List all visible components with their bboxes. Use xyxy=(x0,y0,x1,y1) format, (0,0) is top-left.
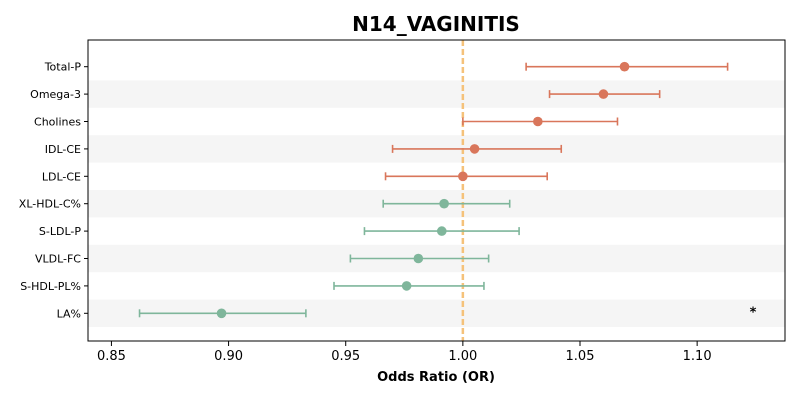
category-label: Omega-3 xyxy=(30,88,81,101)
row-marker xyxy=(384,171,549,182)
or-point xyxy=(469,144,480,154)
row-band xyxy=(88,80,785,108)
category-label: Total-P xyxy=(44,61,82,74)
category-label: LDL-CE xyxy=(42,170,81,183)
or-point xyxy=(216,308,227,319)
x-tick-label: 1.00 xyxy=(448,349,477,364)
or-point xyxy=(401,281,412,291)
x-tick-label: 1.05 xyxy=(566,349,595,364)
plot-frame xyxy=(87,39,786,342)
row-marker xyxy=(333,281,485,291)
row-marker xyxy=(462,116,619,127)
row-marker xyxy=(525,61,729,72)
category-label: XL-HDL-C% xyxy=(19,198,81,211)
row-marker xyxy=(382,198,511,209)
chart-title: N14_VAGINITIS xyxy=(352,12,520,36)
x-axis-label: Odds Ratio (OR) xyxy=(377,370,495,385)
category-label: IDL-CE xyxy=(45,143,81,156)
or-point xyxy=(619,61,630,72)
or-point xyxy=(598,89,609,99)
row-marker xyxy=(363,226,520,236)
row-marker xyxy=(138,308,307,319)
category-label: LA% xyxy=(57,307,81,320)
x-axis-ticks: 0.85 0.90 0.95 1.00 1.05 1.10 xyxy=(97,341,712,364)
or-point xyxy=(413,253,424,264)
or-point xyxy=(439,198,449,209)
x-tick-label: 0.95 xyxy=(331,349,360,364)
x-tick-label: 1.10 xyxy=(683,349,712,364)
row-marker xyxy=(349,253,490,264)
or-point xyxy=(533,116,543,127)
x-tick-label: 0.85 xyxy=(97,349,126,364)
or-point xyxy=(458,171,468,182)
x-tick-label: 0.90 xyxy=(214,349,243,364)
row-marker xyxy=(548,89,661,99)
category-label: Cholines xyxy=(34,116,81,129)
or-point xyxy=(436,226,447,236)
y-axis-labels: Total-P Omega-3 Cholines IDL-CE LDL-CE XL-HDL… xyxy=(19,61,88,320)
category-label: S-HDL-PL% xyxy=(20,280,81,293)
category-label: S-LDL-P xyxy=(39,225,81,238)
data-markers: * xyxy=(138,61,757,320)
row-marker xyxy=(391,144,563,154)
significance-annotation: * xyxy=(750,305,757,320)
category-label: VLDL-FC xyxy=(35,253,81,266)
